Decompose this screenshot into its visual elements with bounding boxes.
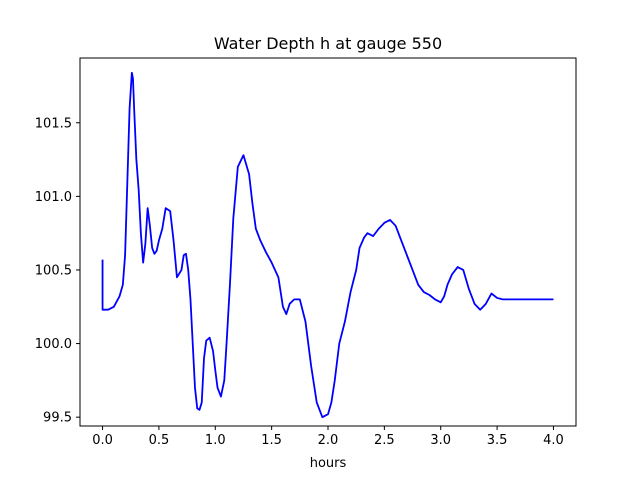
- y-tick-label: 99.5: [43, 411, 72, 426]
- x-tick-label: 3.0: [430, 433, 451, 448]
- y-tick-label: 101.5: [35, 116, 72, 131]
- series-line-0: [101, 71, 554, 419]
- x-tick-label: 2.5: [374, 433, 395, 448]
- x-axis: 0.0 0.5 1.0 1.5 2.0 2.5 3.0 3.5 4.0: [92, 426, 564, 448]
- x-tick-label: 4.0: [543, 433, 564, 448]
- x-tick-label: 2.0: [318, 433, 339, 448]
- y-axis: 99.5 100.0 100.5 101.0 101.5: [35, 116, 80, 426]
- x-tick-label: 0.5: [149, 433, 170, 448]
- x-axis-label: hours: [310, 456, 347, 471]
- y-tick-label: 100.5: [35, 263, 72, 278]
- x-tick-label: 1.0: [205, 433, 226, 448]
- x-tick-label: 3.5: [487, 433, 508, 448]
- plot-area: [101, 71, 554, 419]
- x-tick-label: 0.0: [92, 433, 113, 448]
- chart-title: Water Depth h at gauge 550: [214, 34, 442, 53]
- y-tick-label: 101.0: [35, 190, 72, 205]
- x-tick-label: 1.5: [261, 433, 282, 448]
- y-tick-label: 100.0: [35, 337, 72, 352]
